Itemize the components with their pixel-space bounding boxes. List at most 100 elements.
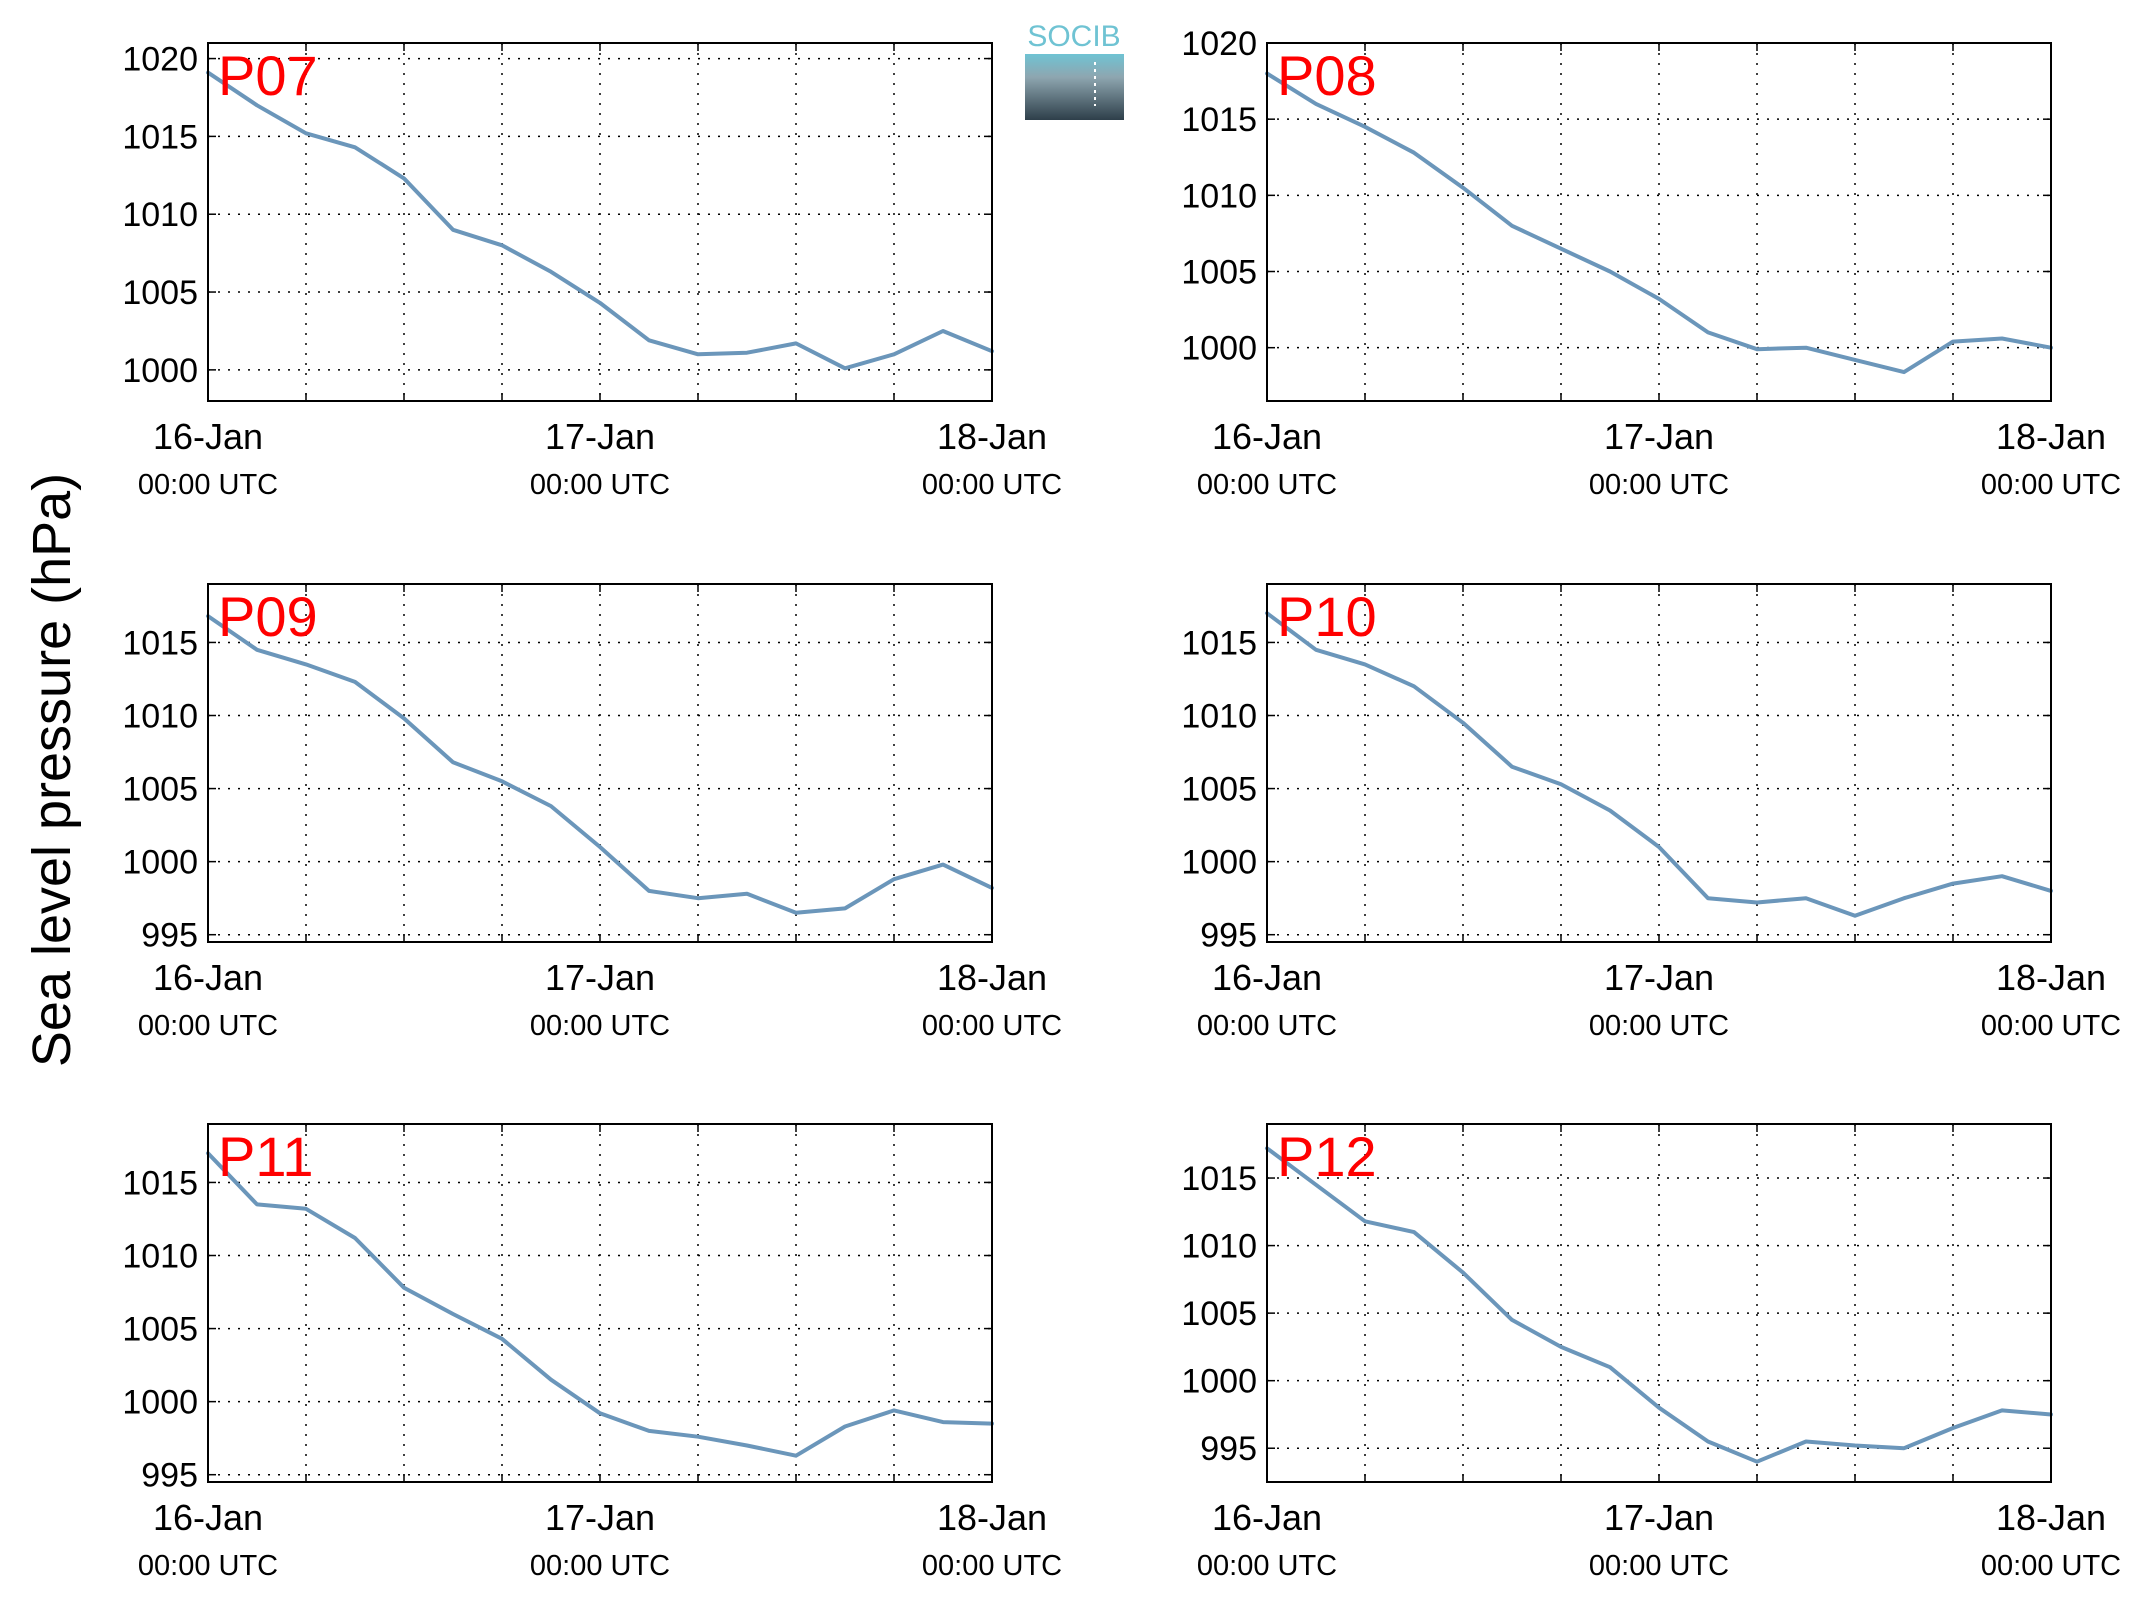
panel-title: P12 <box>1277 1125 1377 1188</box>
x-tick-label-date: 16-Jan <box>153 957 263 998</box>
panel-p11: 995 1000 1005 1010 1015 16-Jan 00:00 UTC 17-Jan… <box>122 1123 1062 1582</box>
x-tick-label-date: 17-Jan <box>545 416 655 457</box>
y-tick-label: 1015 <box>1181 1160 1257 1198</box>
x-tick-label-date: 17-Jan <box>1604 1497 1714 1538</box>
x-tick-label-date: 16-Jan <box>1212 957 1322 998</box>
x-tick-label-time: 00:00 UTC <box>1981 469 2121 501</box>
y-tick-label: 1020 <box>122 41 198 79</box>
x-tick-label-date: 18-Jan <box>937 1497 1047 1538</box>
y-tick-label: 1005 <box>1181 771 1257 809</box>
x-tick-label-time: 00:00 UTC <box>1589 1550 1729 1582</box>
x-tick-label-time: 00:00 UTC <box>1981 1550 2121 1582</box>
y-tick-label: 1005 <box>122 274 198 312</box>
axes-frame <box>1266 42 2052 402</box>
pressure-series-line <box>1265 1146 2053 1464</box>
panel-p10: 995 1000 1005 1010 1015 16-Jan 00:00 UTC 17-Jan… <box>1181 583 2121 1042</box>
x-tick-label-time: 00:00 UTC <box>922 1010 1062 1042</box>
logo-text: SOCIB <box>1027 20 1120 53</box>
y-tick-label: 995 <box>141 917 198 955</box>
y-tick-label: 1005 <box>122 1311 198 1349</box>
plot-area <box>208 43 992 401</box>
panel-p08: 1000 1005 1010 1015 1020 16-Jan 00:00 UTC 17-Ja… <box>1181 25 2121 501</box>
pressure-series-line <box>1265 611 2053 918</box>
x-tick-label-time: 00:00 UTC <box>922 469 1062 501</box>
plot-area <box>1267 43 2051 401</box>
panel-p09: 995 1000 1005 1010 1015 16-Jan 00:00 UTC 17-Jan… <box>122 583 1062 1042</box>
x-tick-label-date: 16-Jan <box>153 416 263 457</box>
panel-title: P07 <box>218 44 318 107</box>
x-tick-label-time: 00:00 UTC <box>1589 1010 1729 1042</box>
y-tick-label: 995 <box>1200 917 1257 955</box>
panel-title: P09 <box>218 585 318 648</box>
y-tick-label: 1005 <box>1181 1295 1257 1333</box>
x-tick-label-date: 18-Jan <box>937 416 1047 457</box>
x-tick-label-date: 17-Jan <box>545 1497 655 1538</box>
pressure-series-line <box>206 70 994 371</box>
panel-title: P11 <box>218 1125 313 1188</box>
y-tick-label: 1015 <box>122 624 198 662</box>
panel-title: P10 <box>1277 585 1377 648</box>
plot-area <box>208 584 992 942</box>
y-tick-label: 1000 <box>1181 330 1257 368</box>
panels: 1000 1005 1010 1015 1020 16-Jan 00:00 UTC 17-Ja… <box>122 25 2121 1582</box>
y-tick-label: 1000 <box>122 1384 198 1422</box>
x-tick-label-time: 00:00 UTC <box>530 1010 670 1042</box>
x-tick-label-time: 00:00 UTC <box>922 1550 1062 1582</box>
plot-area <box>1267 584 2051 942</box>
x-tick-label-time: 00:00 UTC <box>138 1010 278 1042</box>
axes-frame <box>207 1123 993 1483</box>
x-tick-label-date: 18-Jan <box>1996 1497 2106 1538</box>
x-tick-label-date: 16-Jan <box>153 1497 263 1538</box>
y-tick-label: 1000 <box>122 352 198 390</box>
y-tick-label: 1010 <box>1181 1228 1257 1266</box>
y-tick-label: 1015 <box>122 1164 198 1202</box>
plot-area <box>208 1124 992 1482</box>
x-tick-label-date: 18-Jan <box>1996 957 2106 998</box>
y-tick-label: 1005 <box>1181 254 1257 292</box>
y-tick-label: 1000 <box>1181 844 1257 882</box>
x-tick-label-date: 16-Jan <box>1212 416 1322 457</box>
y-tick-label: 1015 <box>1181 624 1257 662</box>
y-tick-label: 1015 <box>122 118 198 156</box>
x-tick-label-time: 00:00 UTC <box>1589 469 1729 501</box>
y-tick-label: 1010 <box>122 196 198 234</box>
panel-title: P08 <box>1277 44 1377 107</box>
panel-p12: 995 1000 1005 1010 1015 16-Jan 00:00 UTC 17-Jan… <box>1181 1123 2121 1582</box>
y-tick-label: 1010 <box>122 698 198 736</box>
y-tick-label: 1005 <box>122 771 198 809</box>
y-tick-label: 1020 <box>1181 25 1257 63</box>
y-axis-label: Sea level pressure (hPa) <box>22 473 82 1067</box>
x-tick-label-date: 17-Jan <box>1604 957 1714 998</box>
plot-area <box>1267 1124 2051 1482</box>
x-tick-label-time: 00:00 UTC <box>1197 469 1337 501</box>
x-tick-label-time: 00:00 UTC <box>530 469 670 501</box>
pressure-series-line <box>206 1151 994 1458</box>
axes-frame <box>207 583 993 943</box>
x-tick-label-time: 00:00 UTC <box>1197 1550 1337 1582</box>
y-tick-label: 1010 <box>1181 177 1257 215</box>
x-tick-label-date: 17-Jan <box>545 957 655 998</box>
y-tick-label: 1010 <box>122 1238 198 1276</box>
x-tick-label-time: 00:00 UTC <box>138 469 278 501</box>
axes-frame <box>1266 583 2052 943</box>
axes-frame <box>207 42 993 402</box>
x-tick-label-time: 00:00 UTC <box>1197 1010 1337 1042</box>
x-tick-label-date: 16-Jan <box>1212 1497 1322 1538</box>
socib-logo: SOCIB <box>1025 20 1124 120</box>
y-tick-label: 1015 <box>1181 101 1257 139</box>
x-tick-label-time: 00:00 UTC <box>1981 1010 2121 1042</box>
y-tick-label: 995 <box>1200 1430 1257 1468</box>
x-tick-label-time: 00:00 UTC <box>530 1550 670 1582</box>
x-tick-label-date: 17-Jan <box>1604 416 1714 457</box>
y-tick-label: 1000 <box>1181 1363 1257 1401</box>
y-tick-label: 1000 <box>122 844 198 882</box>
x-tick-label-date: 18-Jan <box>1996 416 2106 457</box>
pressure-series-line <box>206 614 994 915</box>
y-tick-label: 995 <box>141 1457 198 1495</box>
pressure-series-line <box>1265 71 2053 375</box>
x-tick-label-date: 18-Jan <box>937 957 1047 998</box>
axes-frame <box>1266 1123 2052 1483</box>
panel-p07: 1000 1005 1010 1015 1020 16-Jan 00:00 UTC 17-Ja… <box>122 41 1062 501</box>
y-tick-label: 1010 <box>1181 698 1257 736</box>
